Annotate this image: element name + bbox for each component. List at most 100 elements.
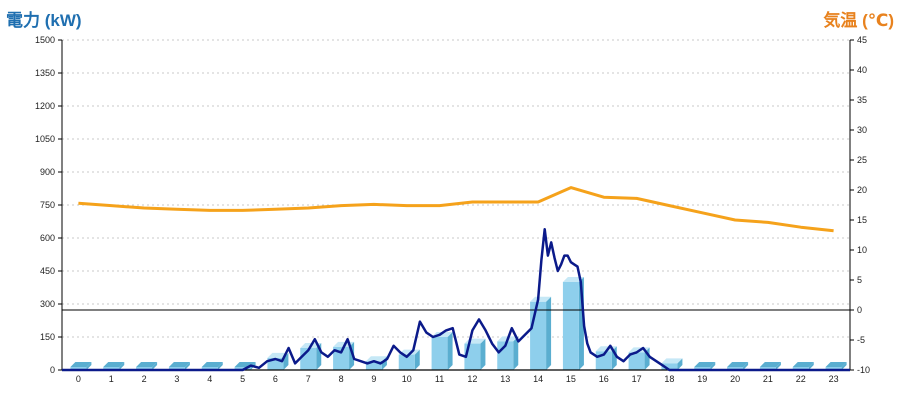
x-tick-label: 17 — [632, 374, 642, 384]
bar-top — [168, 362, 190, 367]
bar-front — [365, 361, 382, 370]
bar-top — [136, 362, 158, 367]
right-tick-label: 35 — [857, 95, 867, 105]
bar-top — [825, 362, 847, 367]
bar-top — [201, 362, 223, 367]
bar-side — [86, 362, 92, 370]
bar-top — [759, 362, 781, 367]
bar-top — [661, 358, 683, 364]
left-tick-label: 450 — [40, 266, 55, 276]
bar-hour-3 — [168, 362, 190, 370]
bar-front — [628, 352, 645, 370]
bar-front — [431, 337, 448, 370]
x-tick-label: 2 — [142, 374, 147, 384]
bar-side — [119, 362, 125, 370]
left-tick-label: 300 — [40, 299, 55, 309]
bar-top — [530, 296, 552, 302]
bar-hour-1 — [103, 362, 125, 370]
bar-front — [562, 282, 579, 370]
bar-front — [661, 363, 678, 370]
bar-front — [201, 367, 218, 370]
bar-side — [546, 296, 552, 370]
bar-front — [792, 367, 809, 370]
x-tick-label: 6 — [273, 374, 278, 384]
right-tick-label: 45 — [857, 35, 867, 45]
bar-hour-20 — [727, 362, 749, 370]
bar-front — [727, 367, 744, 370]
left-tick-label: 900 — [40, 167, 55, 177]
x-tick-label: 11 — [435, 374, 444, 384]
bar-front — [398, 354, 415, 370]
bar-front — [530, 301, 547, 370]
x-tick-label: 7 — [306, 374, 311, 384]
bar-hour-10 — [398, 349, 420, 370]
bar-side — [775, 362, 781, 370]
bar-top — [70, 362, 92, 367]
x-tick-label: 4 — [207, 374, 212, 384]
x-tick-label: 10 — [402, 374, 412, 384]
bar-front — [234, 367, 251, 370]
right-tick-label: 10 — [857, 245, 867, 255]
bar-hour-19 — [694, 362, 716, 370]
x-tick-label: 15 — [566, 374, 576, 384]
left-axis-title: 電力 (kW) — [6, 11, 82, 30]
power-bars — [70, 277, 847, 370]
x-tick-label: 14 — [533, 374, 543, 384]
bar-top — [792, 362, 814, 367]
bar-hour-18 — [661, 358, 683, 370]
bar-side — [513, 336, 519, 370]
x-tick-label: 22 — [796, 374, 806, 384]
bar-hour-4 — [201, 362, 223, 370]
left-tick-label: 1500 — [35, 35, 55, 45]
right-tick-label: 40 — [857, 65, 867, 75]
right-tick-label: 20 — [857, 185, 867, 195]
right-tick-label: 5 — [857, 275, 862, 285]
grid — [62, 39, 850, 338]
bar-hour-22 — [792, 362, 814, 370]
x-tick-label: 13 — [500, 374, 510, 384]
x-tick-label: 1 — [109, 374, 114, 384]
bar-front — [103, 367, 120, 370]
left-tick-label: 0 — [50, 365, 55, 375]
x-tick-label: 21 — [763, 374, 773, 384]
bar-top — [398, 349, 420, 355]
bar-side — [184, 362, 190, 370]
bar-hour-21 — [759, 362, 781, 370]
left-tick-label: 1050 — [35, 134, 55, 144]
x-tick-label: 18 — [664, 374, 674, 384]
bar-front — [333, 346, 350, 370]
power-line — [62, 227, 850, 372]
right-tick-label: 30 — [857, 125, 867, 135]
left-tick-label: 750 — [40, 200, 55, 210]
bar-side — [447, 332, 453, 370]
right-tick-label: -5 — [857, 335, 865, 345]
left-tick-label: 600 — [40, 233, 55, 243]
temperature-line — [78, 186, 834, 233]
left-tick-label: 1350 — [35, 68, 55, 78]
x-tick-label: 19 — [697, 374, 707, 384]
x-tick-label: 16 — [599, 374, 609, 384]
x-tick-label: 9 — [371, 374, 376, 384]
bar-side — [677, 358, 683, 370]
right-axis-title: 気温 (℃) — [823, 11, 894, 30]
right-tick-label: 25 — [857, 155, 867, 165]
bar-side — [743, 362, 749, 370]
bar-front — [168, 367, 185, 370]
bar-top — [365, 356, 387, 362]
bar-side — [808, 362, 814, 370]
bar-top — [103, 362, 125, 367]
bar-hour-23 — [825, 362, 847, 370]
bar-top — [727, 362, 749, 367]
bar-top — [562, 277, 584, 282]
x-tick-label: 20 — [730, 374, 740, 384]
bar-hour-15 — [562, 277, 584, 370]
bar-hour-2 — [136, 362, 158, 370]
x-tick-label: 8 — [339, 374, 344, 384]
x-tick-label: 3 — [174, 374, 179, 384]
bar-side — [152, 362, 158, 370]
bar-hour-0 — [70, 362, 92, 370]
bar-front — [759, 367, 776, 370]
bar-side — [217, 362, 223, 370]
bar-side — [710, 362, 716, 370]
